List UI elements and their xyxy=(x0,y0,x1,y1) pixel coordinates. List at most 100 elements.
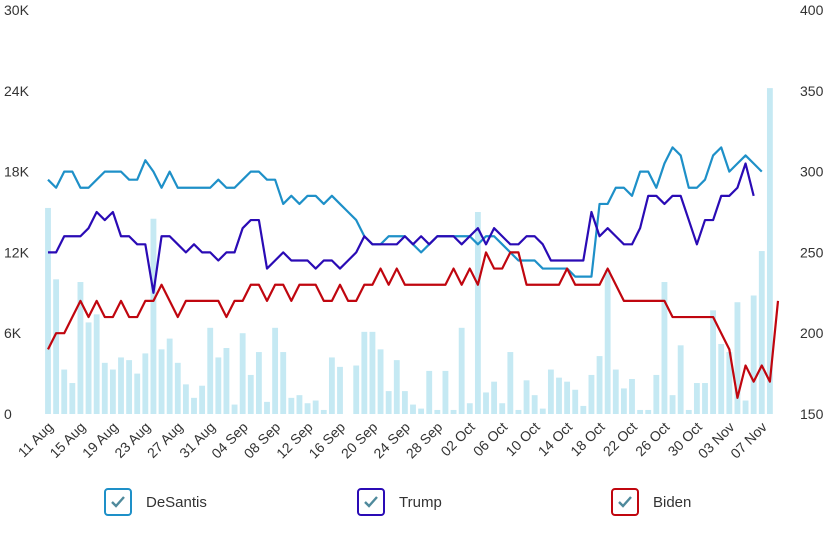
volume-bar xyxy=(353,365,360,414)
volume-bar xyxy=(166,338,173,414)
volume-bar xyxy=(126,360,133,414)
volume-bar xyxy=(531,395,538,414)
y-left-tick-label: 24K xyxy=(4,83,30,99)
volume-bar xyxy=(150,218,157,414)
x-tick-label: 23 Aug xyxy=(111,419,153,461)
volume-bar xyxy=(247,374,254,414)
volume-bar xyxy=(361,331,368,414)
volume-bar xyxy=(264,401,270,414)
volume-bar xyxy=(223,348,230,414)
volume-bar xyxy=(637,409,644,414)
volume-bar xyxy=(320,409,327,414)
volume-bar xyxy=(328,357,335,414)
series-line-trump xyxy=(48,162,755,294)
legend-checkbox-trump[interactable] xyxy=(357,488,385,516)
legend-label-trump: Trump xyxy=(399,493,442,511)
legend-label-desantis: DeSantis xyxy=(146,493,207,511)
volume-bar xyxy=(337,366,343,414)
volume-bar xyxy=(677,345,684,414)
volume-bar xyxy=(556,377,562,414)
x-tick-label: 15 Aug xyxy=(46,419,88,461)
volume-bar xyxy=(572,389,579,414)
volume-bar xyxy=(653,374,660,414)
volume-bars xyxy=(45,88,773,415)
x-tick-label: 06 Oct xyxy=(470,419,511,460)
volume-bar xyxy=(401,391,408,414)
x-tick-label: 02 Oct xyxy=(437,419,478,460)
check-icon xyxy=(364,496,378,508)
volume-bar xyxy=(499,403,506,414)
volume-bar xyxy=(588,374,595,414)
volume-bar xyxy=(272,327,279,414)
volume-bar xyxy=(85,322,92,414)
volume-bar xyxy=(702,383,708,414)
legend: DeSantis Trump Biden xyxy=(0,478,837,528)
volume-bar xyxy=(629,378,635,414)
volume-bar xyxy=(109,369,116,414)
volume-bar xyxy=(118,357,124,414)
volume-bar xyxy=(426,370,433,414)
volume-bar xyxy=(199,385,206,414)
right-axis: 150 200 250 300 350 400 xyxy=(800,2,824,422)
volume-bar xyxy=(174,362,181,414)
volume-bar xyxy=(239,333,246,414)
check-icon xyxy=(618,496,632,508)
volume-bar xyxy=(385,391,392,414)
volume-bar xyxy=(215,357,222,414)
y-right-tick-label: 400 xyxy=(800,2,824,18)
y-left-tick-label: 30K xyxy=(4,2,30,18)
volume-bar xyxy=(69,383,76,414)
volume-bar xyxy=(77,282,84,414)
volume-bar xyxy=(280,352,287,414)
y-right-tick-label: 150 xyxy=(800,406,824,422)
y-left-tick-label: 0 xyxy=(4,406,12,422)
legend-item-trump[interactable]: Trump xyxy=(357,485,442,519)
volume-bar xyxy=(539,408,546,414)
x-tick-label: 07 Nov xyxy=(727,419,770,462)
y-left-tick-label: 6K xyxy=(4,325,22,341)
volume-bar xyxy=(742,400,749,414)
volume-bar xyxy=(458,327,465,414)
volume-bar xyxy=(410,404,416,414)
volume-bar xyxy=(296,395,303,414)
volume-bar xyxy=(53,279,60,414)
legend-checkbox-biden[interactable] xyxy=(611,488,639,516)
volume-bar xyxy=(369,331,376,414)
series-line-biden xyxy=(47,251,780,399)
series-lines xyxy=(47,146,780,399)
line-chart: 0 6K 12K 18K 24K 30K 150 200 250 300 350 400 11 Au… xyxy=(4,2,824,462)
volume-bar xyxy=(750,295,757,414)
y-left-tick-label: 12K xyxy=(4,244,30,260)
volume-bar xyxy=(93,314,100,414)
y-left-tick-label: 18K xyxy=(4,164,30,180)
volume-bar xyxy=(434,409,441,414)
volume-bar xyxy=(231,404,238,414)
x-tick-label: 14 Oct xyxy=(535,419,576,460)
volume-bar xyxy=(207,327,214,414)
volume-bar xyxy=(612,369,619,414)
volume-bar xyxy=(312,400,319,414)
volume-bar xyxy=(645,409,652,414)
volume-bar xyxy=(474,212,481,414)
x-tick-label: 19 Aug xyxy=(79,419,121,461)
volume-bar xyxy=(45,207,51,414)
legend-checkbox-desantis[interactable] xyxy=(104,488,132,516)
y-right-tick-label: 350 xyxy=(800,83,824,99)
legend-label-biden: Biden xyxy=(653,493,692,511)
volume-bar xyxy=(596,356,603,414)
volume-bar xyxy=(726,352,733,414)
volume-bar xyxy=(142,353,149,414)
x-tick-label: 22 Oct xyxy=(600,419,641,460)
volume-bar xyxy=(766,88,773,415)
volume-bar xyxy=(393,360,400,414)
volume-bar xyxy=(693,383,700,414)
x-tick-label: 18 Oct xyxy=(567,419,608,460)
x-tick-label: 27 Aug xyxy=(144,419,186,461)
volume-bar xyxy=(491,381,498,414)
legend-item-desantis[interactable]: DeSantis xyxy=(104,485,207,519)
legend-item-biden[interactable]: Biden xyxy=(611,485,691,519)
x-tick-label: 26 Oct xyxy=(632,419,673,460)
volume-bar xyxy=(288,397,295,414)
volume-bar xyxy=(304,403,311,414)
